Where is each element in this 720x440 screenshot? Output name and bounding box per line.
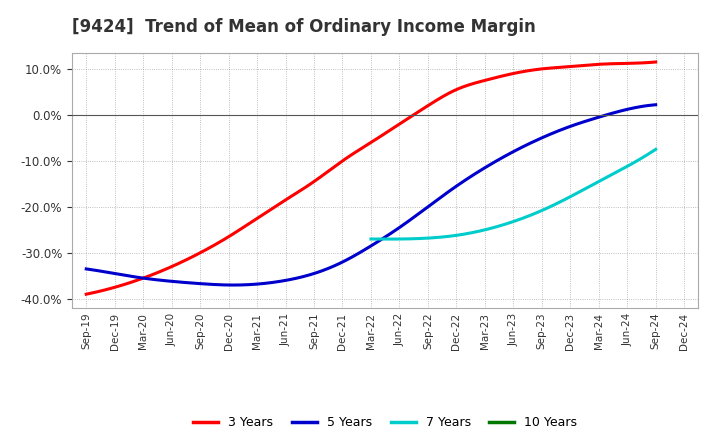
Legend: 3 Years, 5 Years, 7 Years, 10 Years: 3 Years, 5 Years, 7 Years, 10 Years [188, 411, 582, 434]
Text: [9424]  Trend of Mean of Ordinary Income Margin: [9424] Trend of Mean of Ordinary Income … [72, 18, 536, 36]
